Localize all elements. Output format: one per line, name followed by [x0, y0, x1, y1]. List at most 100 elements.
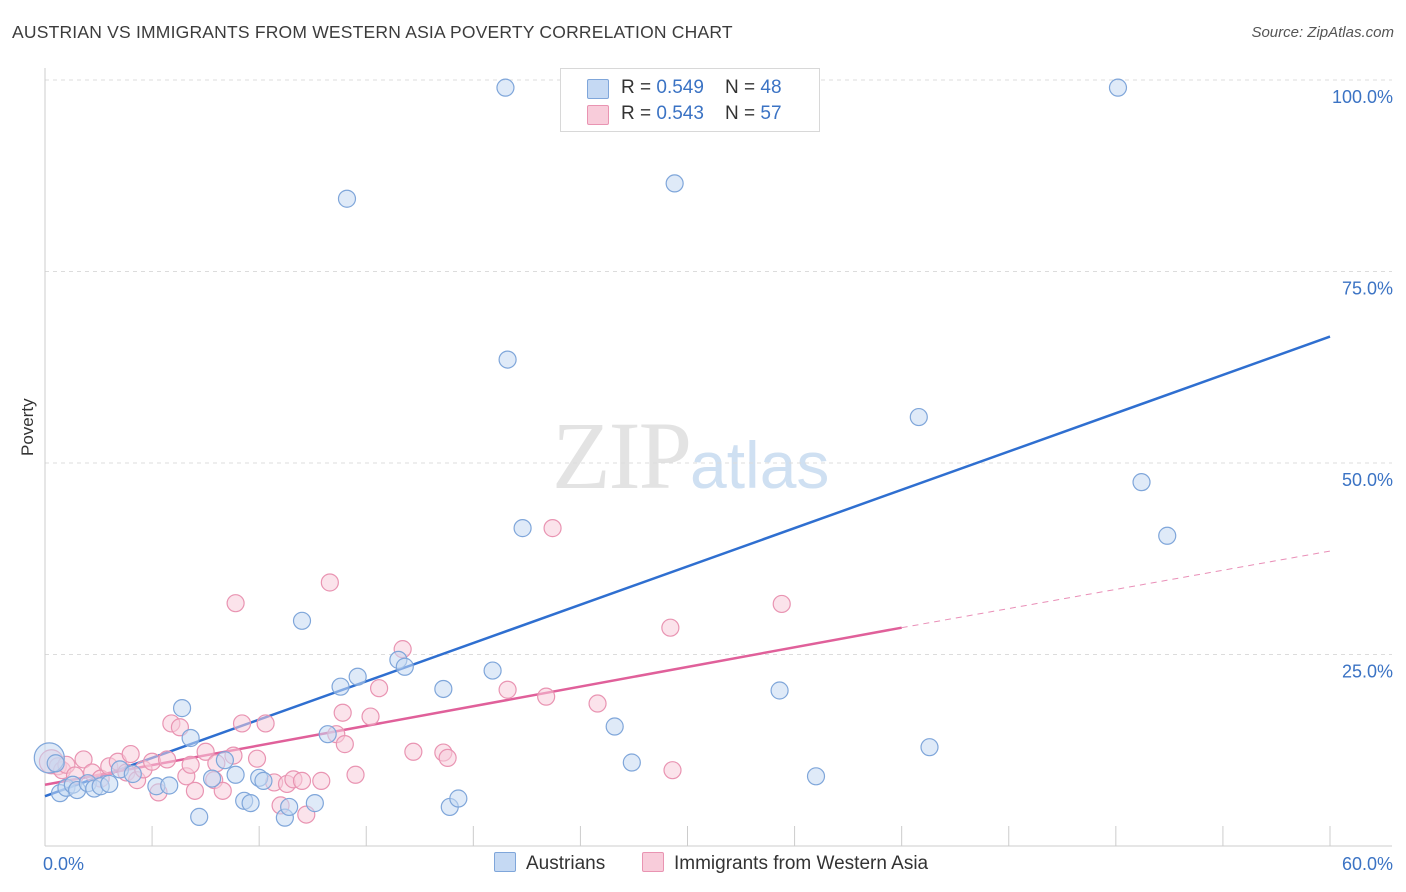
legend-n-label: N = [725, 103, 761, 124]
point-immigrants [663, 761, 682, 780]
y-tick-label: 25.0% [1342, 662, 1393, 682]
trend-line-immigrants-extension [901, 550, 1331, 629]
point-immigrants [292, 771, 312, 790]
point-austrians [254, 771, 273, 790]
point-immigrants [320, 573, 339, 592]
bottom-legend-label-austrians: Austrians [526, 853, 606, 874]
point-immigrants [74, 750, 93, 769]
point-immigrants [588, 694, 607, 713]
point-austrians [434, 679, 453, 699]
point-austrians [318, 725, 337, 744]
point-austrians [172, 699, 192, 718]
point-austrians [909, 407, 928, 427]
point-immigrants [335, 735, 354, 754]
legend-n-value: 48 [760, 77, 782, 98]
legend-n-label: N = [725, 77, 761, 98]
point-immigrants [170, 718, 190, 737]
watermark: ZIPatlas [552, 400, 829, 511]
point-austrians [305, 794, 324, 813]
point-austrians [498, 350, 517, 369]
legend-r-value: 0.549 [656, 77, 704, 98]
point-immigrants [661, 618, 680, 637]
point-immigrants [185, 781, 205, 800]
legend-r-label: R = [621, 103, 657, 124]
bottom-legend-swatch-immigrants [642, 852, 664, 872]
point-austrians [123, 764, 142, 784]
point-austrians [226, 765, 245, 784]
bottom-legend-label-immigrants: Immigrants from Western Asia [674, 853, 929, 874]
point-immigrants [121, 744, 140, 764]
point-immigrants [543, 519, 562, 538]
point-austrians [280, 797, 299, 817]
point-austrians [190, 807, 209, 826]
point-immigrants [498, 680, 517, 699]
point-austrians [100, 774, 119, 794]
point-austrians [46, 754, 65, 773]
point-immigrants [404, 742, 423, 761]
bottom-legend-austrians: Austrians [494, 852, 605, 875]
watermark-zip: ZIP [552, 402, 692, 509]
point-austrians [241, 794, 260, 813]
point-immigrants [213, 781, 232, 800]
point-austrians [331, 677, 350, 696]
chart-title: AUSTRIAN VS IMMIGRANTS FROM WESTERN ASIA… [12, 22, 733, 42]
point-austrians [920, 738, 939, 757]
point-austrians [1158, 526, 1177, 545]
point-immigrants [157, 750, 177, 769]
point-austrians [665, 174, 684, 193]
point-immigrants [247, 749, 267, 768]
point-austrians [483, 661, 502, 680]
y-tick-label: 50.0% [1342, 470, 1393, 490]
point-immigrants [370, 679, 389, 698]
axes [44, 68, 1392, 847]
point-austrians [605, 717, 624, 736]
point-immigrants [333, 703, 352, 722]
gridlines [45, 79, 1392, 655]
legend-swatch-austrians [587, 79, 609, 99]
point-immigrants [226, 594, 245, 613]
point-immigrants [312, 771, 331, 790]
point-immigrants [181, 755, 200, 774]
point-austrians [202, 769, 222, 788]
legend: R = 0.549 N = 48 R = 0.543 N = 57 [560, 68, 820, 132]
point-immigrants [772, 594, 791, 614]
point-austrians [1108, 78, 1128, 97]
point-austrians [449, 789, 468, 808]
point-austrians [496, 78, 515, 97]
x-tick-label: 60.0% [1342, 854, 1393, 874]
bottom-legend-immigrants: Immigrants from Western Asia [642, 852, 928, 875]
x-tick-label: 0.0% [43, 854, 84, 874]
point-austrians [181, 728, 200, 748]
point-austrians [292, 611, 312, 630]
legend-r-value: 0.543 [656, 103, 704, 124]
y-tick-label: 75.0% [1342, 279, 1393, 299]
tick-labels: 25.0% 50.0% 75.0% 100.0% 0.0% 60.0% [43, 87, 1393, 874]
point-austrians [622, 753, 641, 772]
point-austrians [1132, 473, 1151, 492]
point-immigrants [361, 707, 380, 726]
bottom-legend-swatch-austrians [494, 852, 516, 872]
legend-r-label: R = [621, 77, 657, 98]
point-austrians [337, 189, 357, 208]
point-austrians [215, 751, 234, 770]
point-austrians [770, 681, 789, 700]
point-immigrants [232, 714, 252, 733]
legend-n-value: 57 [760, 103, 782, 124]
y-tick-label: 100.0% [1332, 87, 1393, 107]
point-austrians [806, 767, 826, 786]
legend-swatch-immigrants [587, 105, 609, 125]
point-austrians [160, 776, 179, 795]
watermark-atlas: atlas [690, 428, 830, 502]
point-immigrants [438, 748, 457, 768]
point-immigrants [346, 765, 365, 784]
point-immigrants [256, 714, 275, 733]
point-austrians [395, 657, 414, 676]
point-immigrants [537, 687, 556, 706]
data-points [33, 78, 1177, 827]
point-austrians [513, 519, 532, 538]
y-axis-label: Poverty [18, 398, 37, 456]
point-immigrants [142, 752, 162, 771]
source-label: Source: ZipAtlas.com [1251, 24, 1394, 41]
point-immigrants [196, 742, 215, 761]
